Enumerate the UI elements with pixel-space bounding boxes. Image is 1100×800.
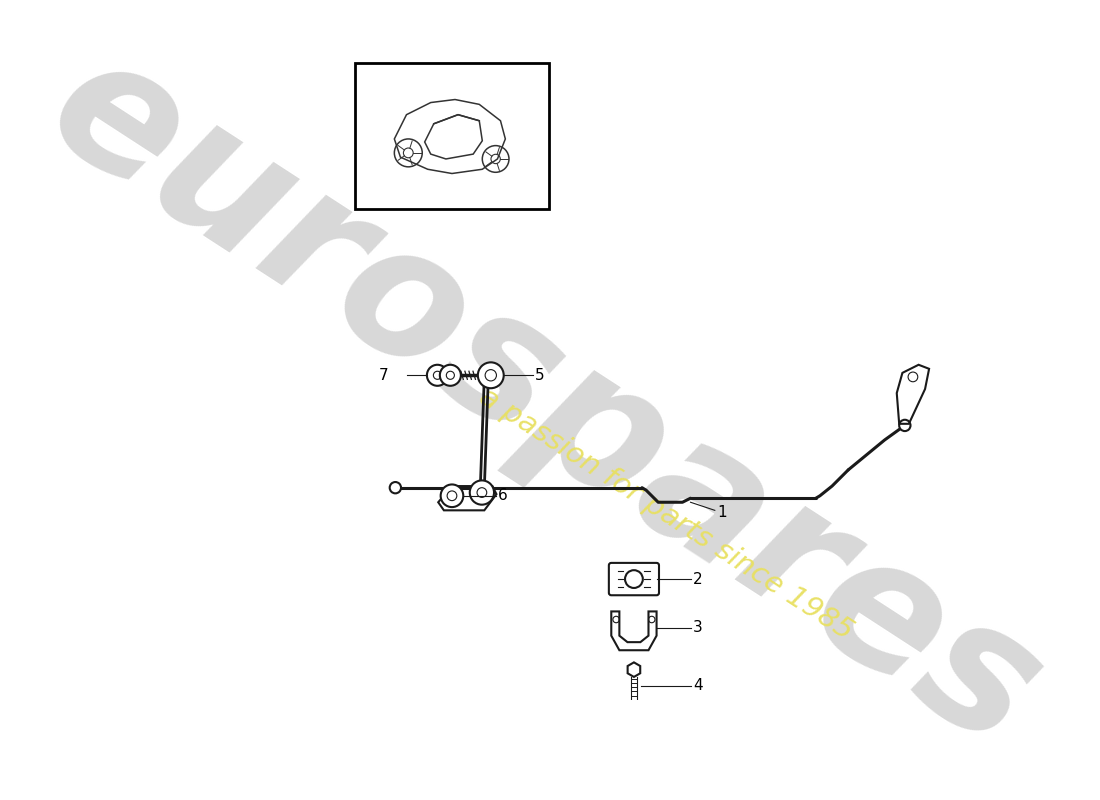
Circle shape — [427, 365, 448, 386]
Text: 5: 5 — [535, 368, 544, 382]
Circle shape — [440, 365, 461, 386]
Circle shape — [441, 485, 463, 507]
Text: 7: 7 — [379, 368, 388, 382]
Text: 1: 1 — [717, 506, 727, 520]
Text: 4: 4 — [693, 678, 703, 694]
Text: eurospares: eurospares — [19, 17, 1071, 786]
Circle shape — [389, 482, 402, 494]
Text: 2: 2 — [693, 571, 703, 586]
Text: 3: 3 — [693, 620, 703, 635]
Circle shape — [470, 481, 494, 505]
Bar — [355, 63, 549, 209]
Text: a passion for parts since 1985: a passion for parts since 1985 — [474, 383, 858, 646]
Circle shape — [899, 420, 911, 431]
Circle shape — [477, 362, 504, 388]
Text: 6: 6 — [498, 488, 508, 503]
